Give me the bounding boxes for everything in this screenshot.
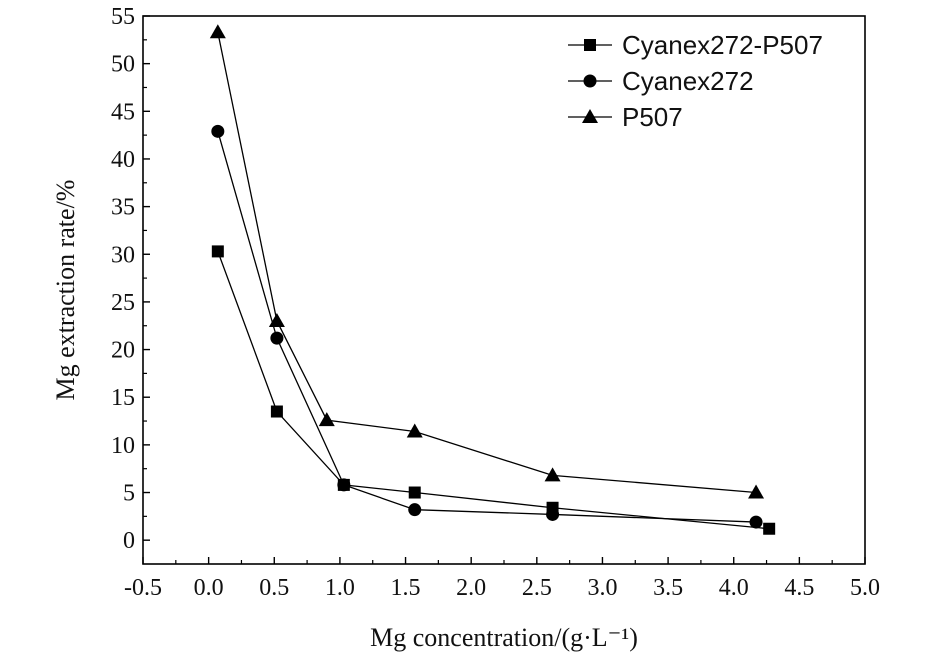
square-marker — [211, 245, 224, 258]
circle-marker — [270, 331, 284, 345]
x-tick-label: 0.5 — [259, 575, 289, 601]
y-tick-label: 20 — [111, 338, 135, 364]
legend-item: Cyanex272-P507 — [568, 30, 823, 60]
triangle-marker — [544, 467, 561, 482]
circle-marker — [546, 507, 560, 521]
triangle-marker — [268, 312, 285, 327]
circle-marker — [337, 478, 351, 492]
x-tick-label: -0.5 — [124, 575, 162, 601]
x-tick-label: 4.5 — [784, 575, 814, 601]
legend: Cyanex272-P507 Cyanex272 P507 — [568, 30, 823, 132]
series-line — [217, 251, 770, 530]
square-marker — [408, 486, 421, 499]
triangle-marker — [318, 412, 335, 427]
plot-frame — [142, 15, 866, 565]
y-tick-label: 35 — [111, 195, 135, 221]
triangle-marker — [748, 484, 765, 499]
square-marker — [584, 39, 596, 51]
y-tick-label: 10 — [111, 433, 135, 459]
y-tick-label: 0 — [123, 528, 135, 554]
y-axis-title: Mg extraction rate/% — [51, 180, 80, 401]
x-tick-label: 2.5 — [522, 575, 552, 601]
legend-label: P507 — [622, 102, 683, 132]
y-axis-ticks: 0 5 10 15 20 25 30 35 40 45 50 55 — [111, 4, 150, 554]
x-tick-label: 0.0 — [194, 575, 224, 601]
series-layer — [209, 24, 776, 535]
series-p507 — [209, 24, 765, 499]
x-axis-title: Mg concentration/(g·L⁻¹) — [370, 623, 638, 652]
y-tick-label: 5 — [123, 481, 135, 507]
triangle-marker — [209, 24, 226, 39]
series-cyanex272 — [211, 124, 763, 529]
x-axis-ticks: -0.5 0.0 0.5 1.0 1.5 2.0 2.5 3.0 3.5 4.0 4.5 5.0 — [124, 557, 880, 601]
y-tick-label: 45 — [111, 99, 135, 125]
y-tick-label: 50 — [111, 52, 135, 78]
circle-marker — [583, 74, 597, 88]
series-cyanex272-p507 — [211, 245, 776, 535]
legend-item: P507 — [568, 102, 683, 132]
triangle-marker — [582, 109, 598, 123]
x-tick-label: 3.0 — [587, 575, 617, 601]
x-tick-label: 4.0 — [719, 575, 749, 601]
series-line — [217, 131, 757, 523]
x-tick-label: 3.5 — [653, 575, 683, 601]
y-tick-label: 15 — [111, 385, 135, 411]
x-tick-label: 5.0 — [850, 575, 880, 601]
x-tick-label: 1.0 — [325, 575, 355, 601]
legend-item: Cyanex272 — [568, 66, 754, 96]
square-marker — [763, 522, 776, 535]
square-marker — [270, 405, 283, 418]
circle-marker — [749, 515, 763, 529]
legend-label: Cyanex272-P507 — [622, 30, 823, 60]
series-line — [217, 32, 757, 494]
y-tick-label: 55 — [111, 4, 135, 30]
y-tick-label: 25 — [111, 290, 135, 316]
y-tick-label: 30 — [111, 242, 135, 268]
circle-marker — [408, 503, 422, 517]
legend-label: Cyanex272 — [622, 66, 754, 96]
circle-marker — [211, 124, 225, 138]
x-tick-label: 2.0 — [456, 575, 486, 601]
x-tick-label: 1.5 — [391, 575, 421, 601]
triangle-marker — [406, 423, 423, 438]
y-tick-label: 40 — [111, 147, 135, 173]
